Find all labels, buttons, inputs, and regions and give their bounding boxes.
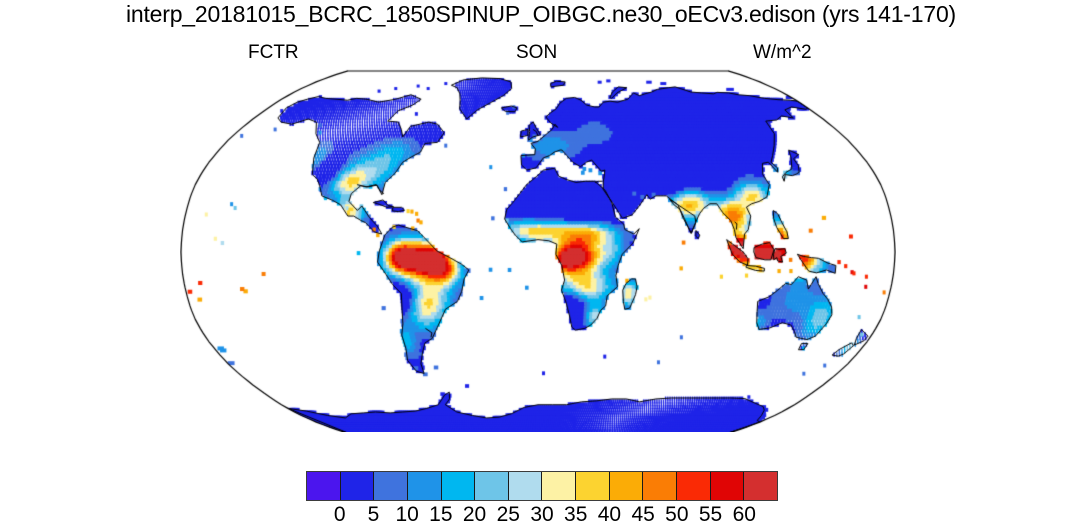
colorbar-tick: 10 bbox=[395, 503, 419, 526]
colorbar-cell bbox=[407, 472, 442, 500]
colorbar-tick: 40 bbox=[597, 503, 622, 526]
colorbar-cell bbox=[441, 472, 476, 500]
colorbar-cell bbox=[508, 472, 543, 500]
colorbar-tick: 15 bbox=[429, 503, 453, 526]
colorbar-cell bbox=[576, 472, 610, 500]
colorbar-cell bbox=[710, 472, 745, 500]
colorbar-cell bbox=[542, 472, 577, 500]
colorbar-cell bbox=[677, 472, 711, 500]
colorbar-tick: 45 bbox=[631, 503, 655, 526]
colorbar-cell bbox=[475, 472, 509, 500]
colorbar-tick: 60 bbox=[732, 503, 756, 526]
colorbar-cell bbox=[340, 472, 375, 500]
page-title: interp_20181015_BCRC_1850SPINUP_OIBGC.ne… bbox=[125, 1, 957, 27]
variable-label: FCTR bbox=[248, 42, 299, 63]
colorbar-tick: 0 bbox=[333, 503, 346, 526]
colorbar-tick-labels: 0 5 10 15 20 25 30 35 40 45 50 55 60 bbox=[306, 502, 778, 528]
colorbar-tick: 30 bbox=[530, 503, 554, 526]
colorbar-cell bbox=[643, 472, 678, 500]
colorbar-tick: 50 bbox=[665, 503, 689, 526]
colorbar-tick: 35 bbox=[564, 503, 588, 526]
robinson-projection-map bbox=[180, 64, 896, 432]
colorbar-cell bbox=[744, 472, 777, 500]
colorbar-cell bbox=[609, 472, 644, 500]
colorbar-tick: 20 bbox=[462, 503, 487, 526]
colorbar-cell bbox=[374, 472, 408, 500]
colorbar: 0 5 10 15 20 25 30 35 40 45 50 55 60 bbox=[306, 471, 778, 529]
map-plot-area bbox=[180, 64, 896, 432]
colorbar-cell bbox=[307, 472, 341, 500]
season-label: SON bbox=[516, 42, 558, 63]
colorbar-tick: 25 bbox=[496, 503, 520, 526]
colorbar-tick: 5 bbox=[367, 503, 380, 526]
colorbar-tick: 55 bbox=[698, 503, 723, 526]
units-label: W/m^2 bbox=[753, 42, 812, 63]
colorbar-strip bbox=[306, 471, 778, 501]
